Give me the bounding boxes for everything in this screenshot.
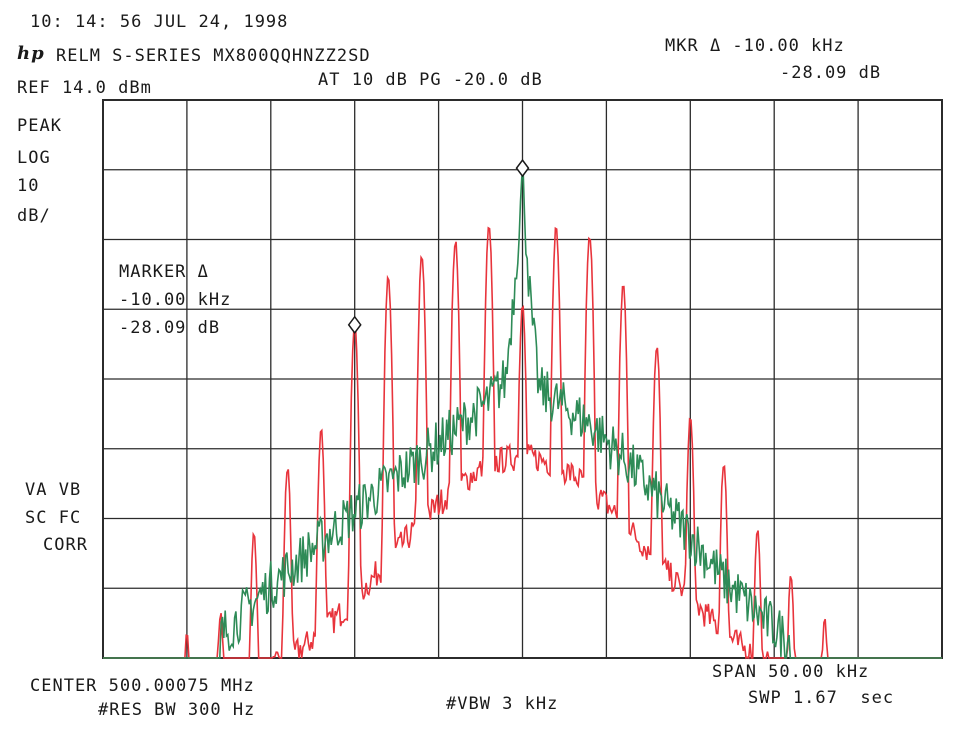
hp-logo: hp xyxy=(17,43,45,64)
device-title: RELM S-SERIES MX800QQHNZZ2SD xyxy=(56,46,371,66)
scale-value: 10 xyxy=(17,176,40,196)
ref-level: REF 14.0 dBm xyxy=(17,78,152,98)
va-vb-label: VA VB xyxy=(25,480,82,500)
timestamp: 10: 14: 56 JUL 24, 1998 xyxy=(30,12,289,32)
graticule xyxy=(102,99,943,659)
sc-fc-label: SC FC xyxy=(25,508,82,528)
marker-delta-amp: -28.09 dB xyxy=(780,63,882,83)
corr-label: CORR xyxy=(43,535,88,555)
scale-label: LOG xyxy=(17,148,51,168)
marker-box-amp: -28.09 dB xyxy=(119,318,221,338)
reference-marker-diamond xyxy=(515,158,530,178)
sweep-time: SWP 1.67 sec xyxy=(748,688,895,708)
atten-pg: AT 10 dB PG -20.0 dB xyxy=(318,70,543,90)
span: SPAN 50.00 kHz xyxy=(712,662,870,682)
markers xyxy=(347,158,530,335)
video-bandwidth: #VBW 3 kHz xyxy=(446,694,559,714)
marker-box-title: MARKER Δ xyxy=(119,262,209,282)
marker-box-freq: -10.00 kHz xyxy=(119,290,232,310)
center-frequency: CENTER 500.00075 MHz xyxy=(30,676,255,696)
delta-marker-diamond xyxy=(347,315,362,335)
marker-delta-freq: MKR Δ -10.00 kHz xyxy=(665,36,845,56)
resolution-bandwidth: #RES BW 300 Hz xyxy=(98,700,256,720)
scale-unit: dB/ xyxy=(17,206,51,226)
detector-label: PEAK xyxy=(17,116,62,136)
